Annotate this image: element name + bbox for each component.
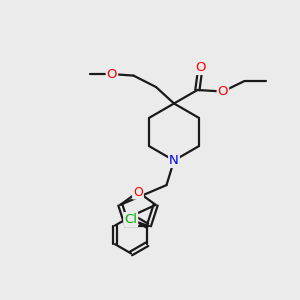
Text: O: O (195, 61, 206, 74)
Text: N: N (169, 154, 179, 167)
Text: O: O (133, 185, 143, 199)
Text: O: O (107, 68, 117, 81)
Text: Cl: Cl (124, 213, 137, 226)
Text: O: O (218, 85, 228, 98)
